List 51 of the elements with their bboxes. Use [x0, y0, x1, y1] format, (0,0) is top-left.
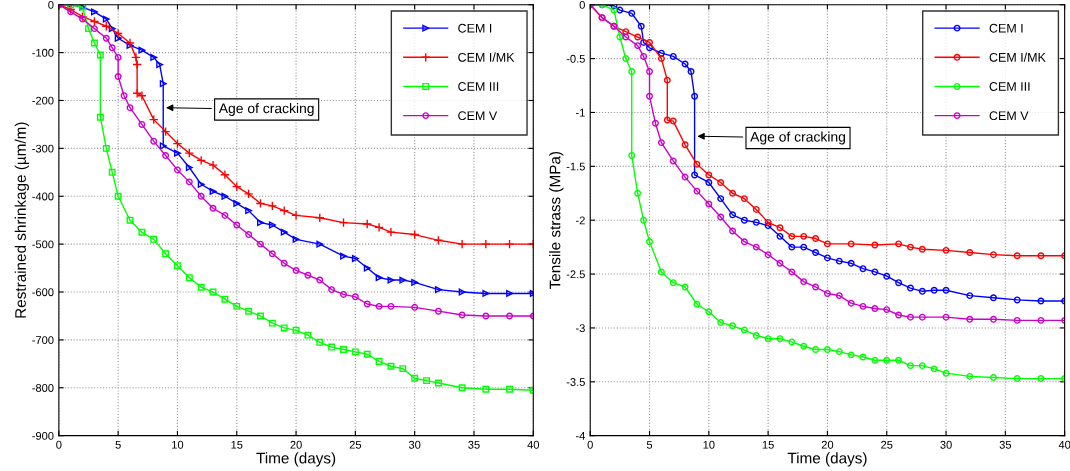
x-tick-label: 30 — [940, 440, 952, 449]
y-tick-label: -600 — [32, 288, 54, 297]
x-tick-label: 20 — [821, 440, 834, 449]
x-tick-label: 25 — [349, 440, 362, 449]
x-tick-label: 0 — [587, 440, 593, 449]
x-tick-label: 10 — [172, 440, 184, 449]
y-tick-label: -2.5 — [566, 270, 585, 279]
y-tick-label: -900 — [32, 431, 54, 440]
y-tick-label: 0 — [579, 0, 585, 9]
x-axis-title: Time (days) — [256, 452, 336, 467]
x-tick-label: 5 — [646, 440, 653, 449]
y-tick-label: -200 — [32, 96, 54, 105]
annotation: Age of cracking — [218, 103, 314, 116]
y-tick-label: -4 — [575, 432, 586, 440]
y-tick-label: -0.5 — [566, 54, 585, 63]
annotation: Age of cracking — [750, 131, 845, 145]
legend-label: CEM V — [458, 111, 498, 121]
y-tick-label: -1.5 — [566, 162, 585, 171]
y-axis-title: Restrained shrinkage (µm/m) — [14, 122, 29, 318]
legend-label: CEM V — [989, 111, 1029, 121]
legend-label: CEM I/MK — [989, 52, 1046, 62]
y-tick-label: 0 — [48, 0, 54, 9]
y-tick-label: -500 — [32, 240, 54, 249]
x-tick-label: 35 — [468, 440, 480, 449]
x-tick-label: 40 — [527, 440, 540, 449]
x-tick-label: 10 — [703, 440, 715, 449]
x-tick-label: 15 — [762, 440, 774, 449]
y-tick-label: -400 — [32, 192, 54, 201]
y-tick-label: -100 — [32, 48, 54, 57]
x-axis-title: Time (days) — [787, 452, 867, 467]
legend-label: CEM III — [458, 82, 499, 91]
legend-label: CEM I — [989, 23, 1023, 33]
y-tick-label: -700 — [32, 336, 54, 345]
y-tick-label: -800 — [32, 384, 54, 392]
y-tick-label: -1 — [575, 108, 585, 117]
x-tick-label: 15 — [231, 440, 243, 449]
legend-label: CEM I/MK — [458, 52, 515, 62]
x-tick-label: 40 — [1058, 440, 1070, 449]
y-tick-label: -300 — [32, 144, 54, 153]
x-tick-label: 35 — [999, 440, 1012, 449]
y-tick-label: -3.5 — [566, 378, 585, 386]
x-tick-label: 30 — [408, 440, 421, 449]
y-axis-title: Tensile strass (MPa) — [549, 151, 564, 290]
x-tick-label: 20 — [290, 440, 302, 449]
legend-label: CEM I — [458, 23, 492, 33]
x-tick-label: 5 — [115, 440, 121, 449]
y-tick-label: -2 — [575, 216, 585, 225]
x-tick-label: 0 — [56, 440, 62, 449]
y-tick-label: -3 — [575, 324, 585, 333]
legend-label: CEM III — [989, 82, 1030, 91]
x-tick-label: 25 — [881, 440, 893, 449]
